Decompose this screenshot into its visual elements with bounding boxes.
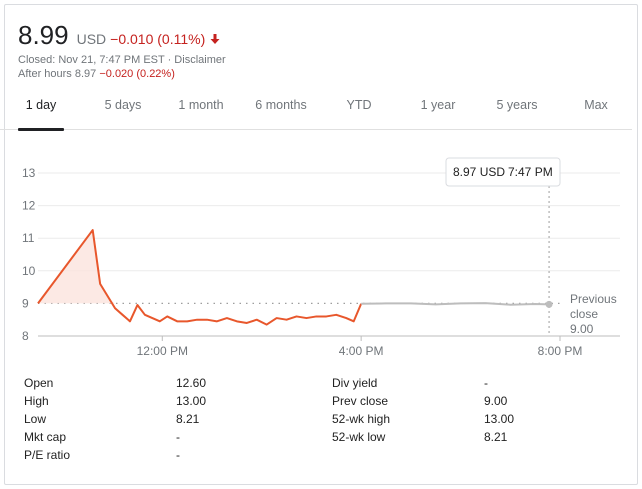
right-stat-label: 52-wk low [332, 430, 386, 444]
previous-close-label-line1: Previous [570, 292, 617, 306]
chart-tooltip: 8.97 USD 7:47 PM [445, 157, 561, 187]
tab-5-days[interactable]: 5 days [104, 98, 142, 112]
y-tick-label: 8 [22, 329, 29, 343]
x-tick-label: 8:00 PM [538, 344, 583, 358]
x-tick-label: 12:00 PM [137, 344, 188, 358]
after-hours-line [361, 302, 550, 306]
right-stat-label: Div yield [332, 376, 378, 390]
tab-max[interactable]: Max [584, 98, 608, 112]
left-stat-value: 8.21 [176, 412, 200, 426]
right-stat-value: 9.00 [484, 394, 508, 408]
tooltip-price: 8.97 USD [453, 165, 505, 179]
x-tick-label: 4:00 PM [339, 344, 384, 358]
right-stat-label: 52-wk high [332, 412, 391, 426]
right-stat-value: 8.21 [484, 430, 508, 444]
closed-text: Closed: Nov 21, 7:47 PM EST · Disclaimer [18, 54, 226, 66]
left-stat-value: 12.60 [176, 376, 207, 390]
tooltip-time: 7:47 PM [508, 165, 553, 179]
left-stat-value: 13.00 [176, 394, 207, 408]
y-axis-ticks: 13 12 11 10 9 8 [22, 166, 36, 343]
right-stat-label: Prev close [332, 394, 389, 408]
y-tick-label: 10 [22, 264, 36, 278]
y-tick-label: 13 [22, 166, 36, 180]
chart-series [37, 186, 553, 336]
regular-session-line [37, 229, 363, 326]
current-price: 8.99 [18, 20, 69, 50]
cursor-dot [545, 300, 553, 308]
currency-label: USD [76, 31, 107, 47]
price-header: 8.99 USD −0.010 (0.11%) [18, 20, 220, 51]
left-stat-label: P/E ratio [24, 448, 71, 462]
left-stat-value: - [176, 430, 180, 444]
stock-quote-card [4, 4, 638, 485]
y-tick-label: 11 [22, 231, 35, 245]
tab-1-year[interactable]: 1 year [420, 98, 456, 112]
tooltip-box [445, 157, 561, 187]
left-stat-label: Low [24, 412, 47, 426]
previous-close-label-line2: close [570, 307, 598, 321]
after-hours-change: −0.020 (0.22%) [99, 68, 175, 80]
x-axis-ticks: 12:00 PM 4:00 PM 8:00 PM [38, 335, 620, 358]
range-tabs: 1 day 5 days 1 month 6 months YTD 1 year… [0, 90, 632, 131]
tab-1-month[interactable]: 1 month [178, 98, 224, 112]
left-stat-label: High [24, 394, 49, 408]
price-change: −0.010 (0.11%) [110, 31, 206, 47]
chart-gridlines [38, 172, 620, 337]
after-hours-label: After hours 8.97 [18, 68, 97, 80]
tab-6-months[interactable]: 6 months [255, 98, 307, 112]
right-stat-value: - [484, 376, 488, 390]
right-stat-value: 13.00 [484, 412, 515, 426]
tab-ytd[interactable]: YTD [346, 98, 372, 112]
previous-close-group: Previous close 9.00 [570, 292, 617, 336]
after-hours-status: After hours 8.97 −0.020 (0.22%) [18, 68, 175, 80]
tab-1-day[interactable]: 1 day [25, 98, 57, 112]
left-stat-label: Mkt cap [24, 430, 67, 444]
tab-5-years[interactable]: 5 years [496, 98, 538, 112]
y-tick-label: 12 [22, 199, 36, 213]
closed-status: Closed: Nov 21, 7:47 PM EST · Disclaimer [18, 54, 226, 66]
y-tick-label: 9 [22, 296, 29, 310]
above-close-fill [38, 230, 362, 304]
left-stat-label: Open [24, 376, 54, 390]
previous-close-value: 9.00 [570, 322, 594, 336]
left-stat-value: - [176, 448, 180, 462]
arrow-down-icon [210, 34, 220, 44]
active-tab-indicator [18, 128, 64, 131]
